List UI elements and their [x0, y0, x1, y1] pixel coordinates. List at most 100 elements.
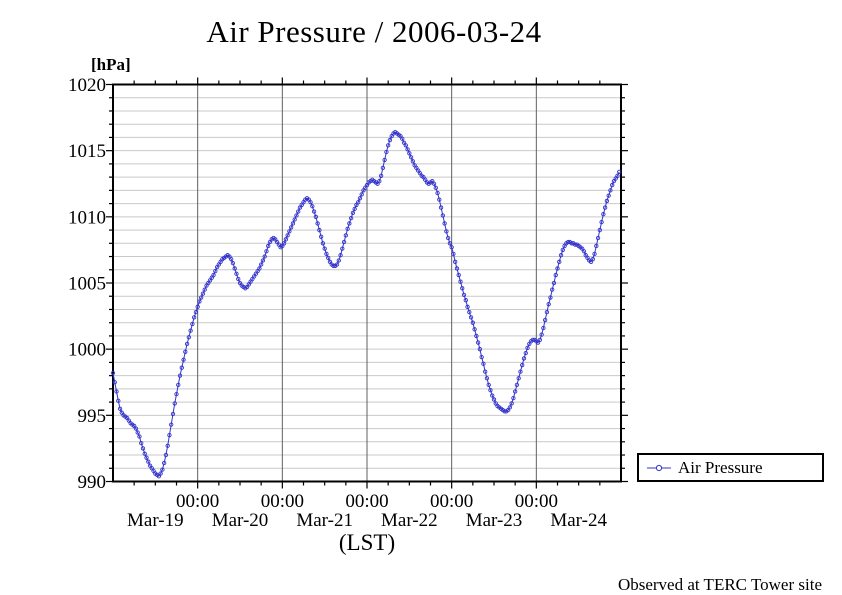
data-point-marker — [340, 246, 345, 251]
data-point-marker — [172, 401, 177, 406]
data-point-marker — [440, 213, 445, 218]
data-point-marker — [408, 155, 414, 160]
data-point-marker — [142, 451, 147, 456]
data-point-marker — [382, 157, 387, 163]
chart-title: Air Pressure / 2006-03-24 — [206, 14, 542, 49]
data-point-marker — [163, 452, 169, 458]
y-tick-label: 1000 — [68, 340, 106, 361]
data-point-marker — [490, 393, 495, 398]
data-point-marker — [326, 255, 331, 261]
data-point-marker — [283, 237, 289, 242]
data-point-marker — [338, 253, 343, 258]
data-point-marker — [296, 209, 301, 214]
data-point-marker — [472, 327, 477, 332]
data-point-marker — [461, 292, 467, 298]
data-point-marker — [543, 317, 548, 323]
x-day-label: Mar-21 — [296, 510, 353, 531]
data-point-marker — [322, 246, 327, 251]
data-point-marker — [467, 309, 472, 315]
data-point-marker — [604, 198, 610, 204]
data-point-marker — [438, 205, 444, 210]
data-point-marker — [281, 241, 287, 246]
data-point-marker — [117, 406, 123, 411]
data-point-marker — [352, 206, 357, 212]
data-point-marker — [483, 369, 488, 374]
data-point-marker — [599, 219, 604, 225]
data-point-marker — [437, 197, 442, 202]
data-point-marker — [343, 233, 348, 238]
data-point-marker — [229, 257, 234, 262]
data-point-marker — [266, 243, 271, 249]
data-point-marker — [523, 350, 528, 356]
data-point-marker — [481, 361, 486, 366]
data-point-marker — [617, 169, 622, 174]
data-point-marker — [334, 262, 340, 267]
data-point-marker — [211, 272, 216, 278]
data-point-marker — [234, 271, 239, 276]
data-point-marker — [525, 345, 530, 350]
data-point-marker — [359, 192, 364, 197]
data-point-marker — [453, 259, 458, 264]
data-point-marker — [336, 258, 341, 263]
data-point-marker — [292, 217, 297, 222]
data-point-marker — [236, 276, 241, 282]
x-day-label: Mar-23 — [466, 510, 523, 531]
data-point-marker — [146, 459, 151, 464]
data-point-marker — [288, 225, 294, 230]
data-point-marker — [184, 341, 190, 347]
data-point-marker — [509, 401, 514, 406]
data-point-marker — [431, 181, 437, 186]
data-point-marker — [447, 241, 453, 246]
data-point-marker — [257, 266, 262, 271]
data-point-marker — [463, 298, 468, 303]
data-point-marker — [484, 376, 490, 381]
data-point-marker — [400, 136, 405, 141]
data-point-marker — [190, 321, 195, 327]
data-point-marker — [557, 259, 562, 264]
data-point-marker — [356, 200, 361, 205]
x-time-tick-label: 00:00 — [515, 491, 558, 512]
data-point-marker — [558, 253, 564, 258]
data-point-marker — [377, 178, 382, 184]
data-point-marker — [474, 333, 479, 339]
data-point-marker — [468, 315, 474, 320]
x-time-tick-label: 00:00 — [261, 491, 304, 512]
data-point-marker — [516, 376, 521, 381]
data-point-marker — [320, 241, 326, 246]
data-point-marker — [521, 356, 527, 361]
data-point-marker — [602, 205, 608, 210]
x-day-label: Mar-24 — [550, 510, 607, 531]
data-point-marker — [595, 235, 601, 241]
data-point-marker — [601, 212, 606, 217]
data-point-marker — [507, 405, 513, 410]
data-point-marker — [264, 249, 269, 254]
data-point-marker — [140, 446, 146, 451]
data-point-marker — [158, 471, 163, 476]
data-point-marker — [290, 221, 296, 226]
data-point-marker — [581, 249, 587, 254]
data-point-marker — [167, 433, 172, 438]
data-point-marker — [177, 373, 183, 378]
data-point-marker — [191, 315, 197, 320]
data-point-marker — [380, 165, 386, 171]
data-point-marker — [200, 291, 206, 296]
data-point-marker — [135, 430, 140, 435]
data-point-marker — [188, 328, 193, 333]
data-point-marker — [465, 304, 470, 309]
data-point-marker — [313, 214, 318, 219]
data-point-marker — [608, 188, 613, 193]
data-point-marker — [116, 398, 121, 403]
data-point-marker — [594, 243, 599, 249]
data-point-marker — [331, 263, 336, 268]
data-point-marker — [324, 251, 329, 257]
data-point-marker — [610, 182, 615, 188]
data-point-marker — [287, 229, 292, 234]
data-point-marker — [174, 392, 179, 397]
data-point-marker — [133, 426, 139, 431]
data-point-marker — [435, 190, 440, 196]
data-point-marker — [260, 258, 266, 263]
data-point-marker — [311, 209, 317, 214]
data-point-marker — [144, 455, 149, 460]
data-point-marker — [139, 440, 144, 446]
